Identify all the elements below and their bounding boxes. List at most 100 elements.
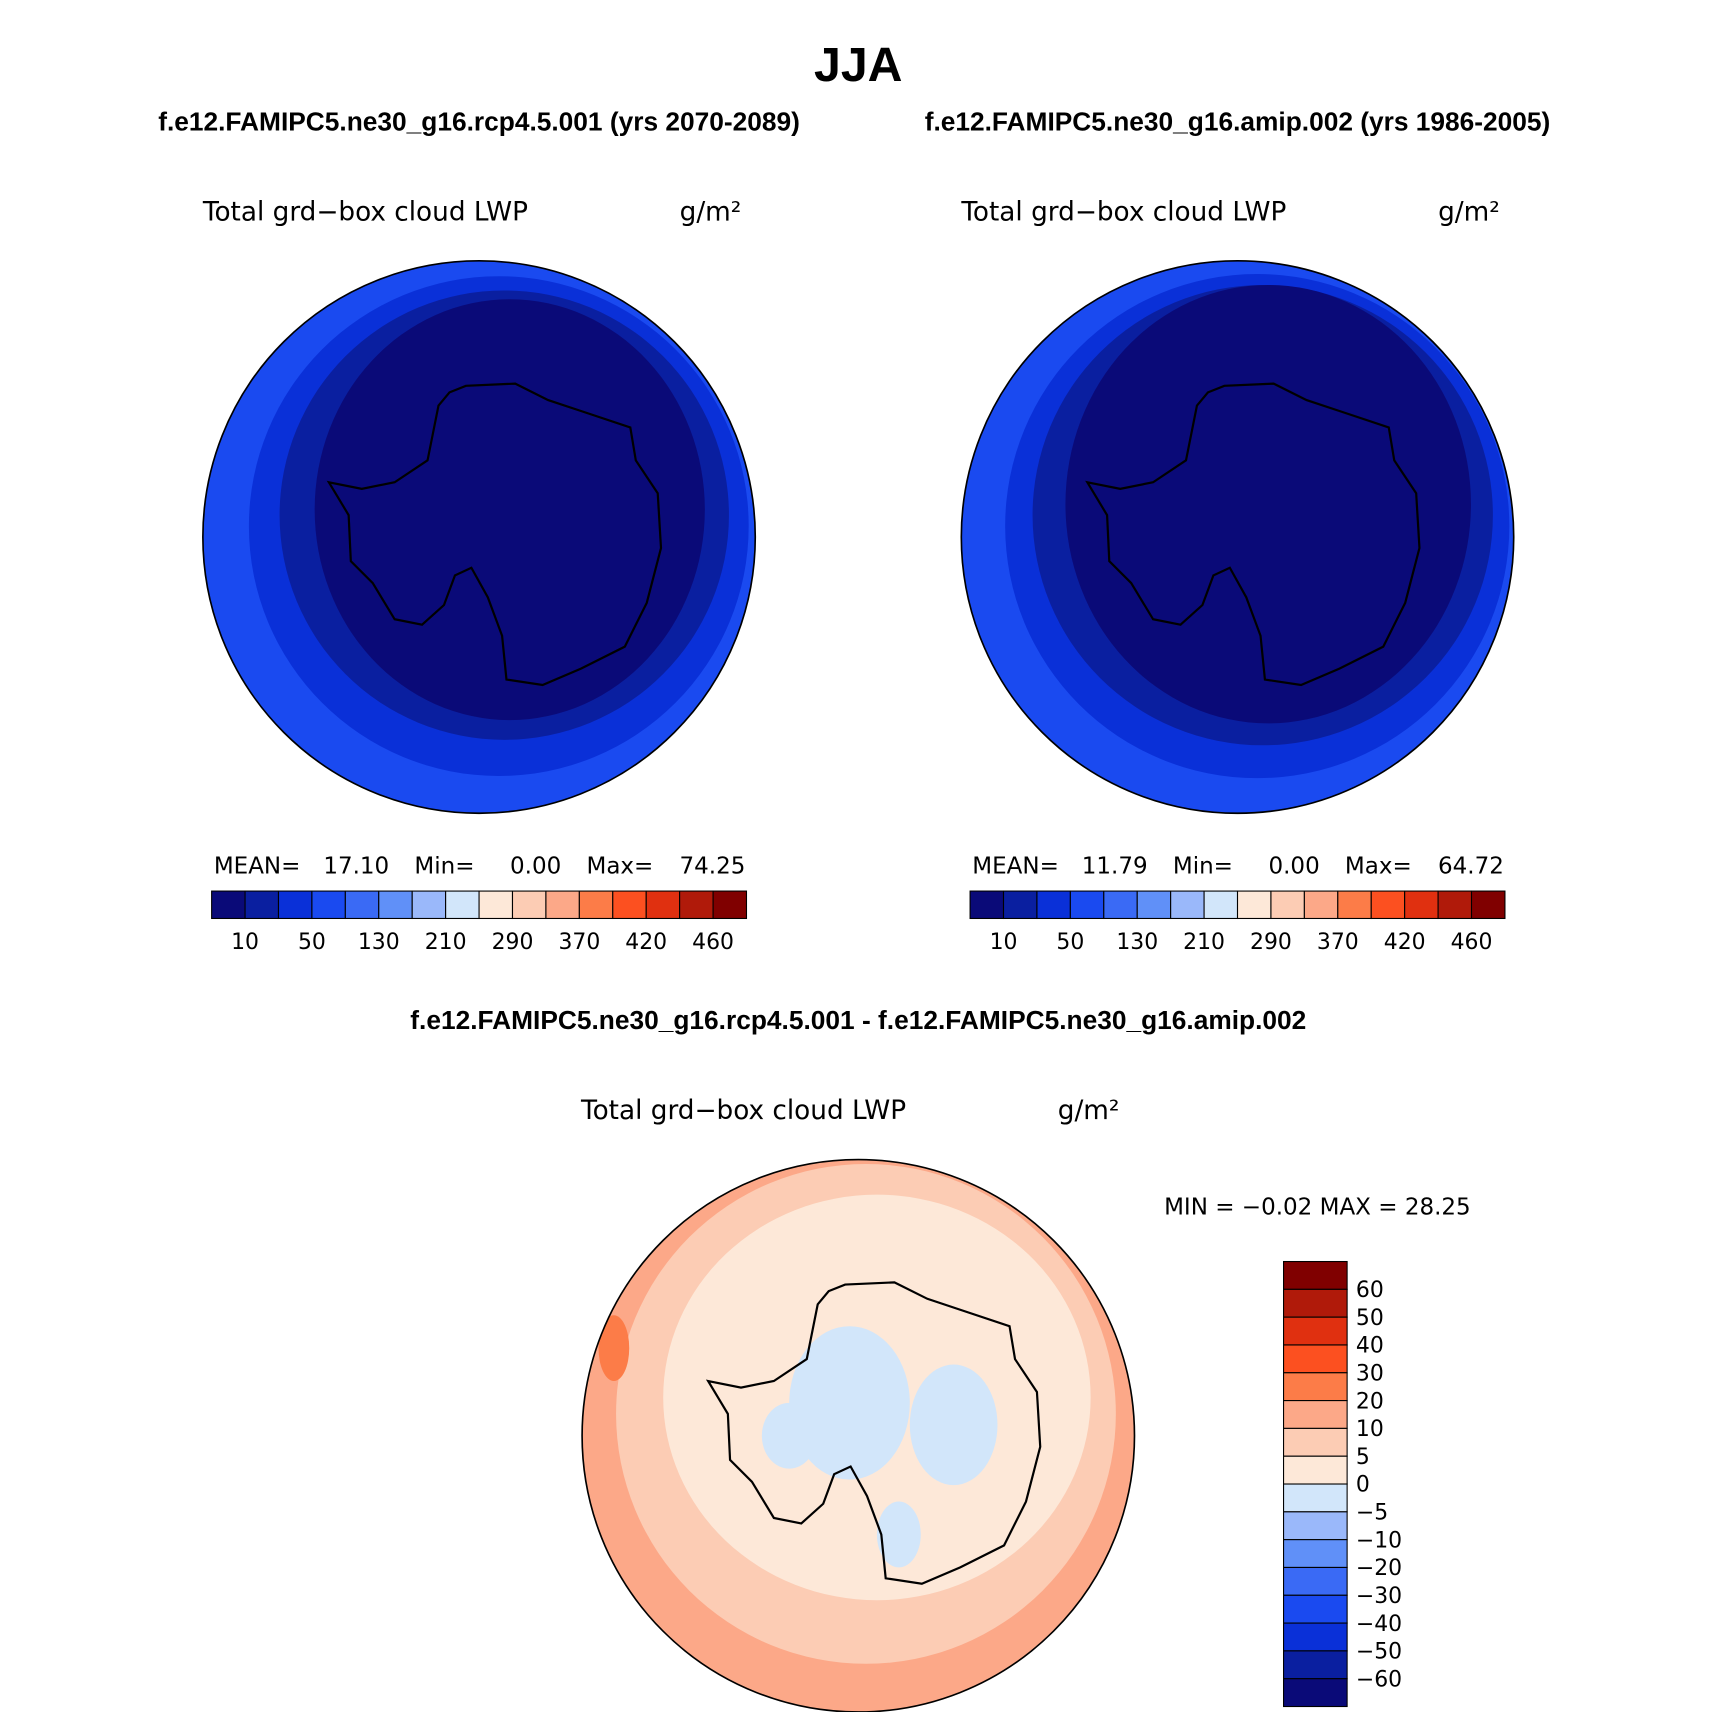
colorbar-box	[1283, 1260, 1348, 1290]
colorbar-box	[1283, 1678, 1348, 1708]
colorbar-box	[1170, 890, 1205, 920]
colorbar-box	[1283, 1400, 1348, 1429]
colorbar-label: 370	[558, 930, 600, 955]
colorbar-label: 0	[1356, 1473, 1370, 1498]
stat-value: 74.25	[680, 854, 746, 880]
colorbar-label: 130	[358, 930, 400, 955]
colorbar-box	[445, 890, 480, 920]
colorbar-box	[1337, 890, 1372, 920]
colorbar-box	[679, 890, 714, 920]
colorbar-box	[511, 890, 547, 920]
stat-label: Max=	[586, 854, 653, 880]
colorbar-label: 130	[1116, 930, 1158, 955]
difference-case: f.e12.FAMIPC5.ne30_g16.rcp4.5.001 - f.e1…	[410, 1005, 1306, 1035]
colorbar-box	[1103, 890, 1138, 920]
colorbar-box	[1283, 1511, 1348, 1541]
colorbar-label: 420	[625, 930, 667, 955]
colorbar-box	[478, 890, 514, 920]
colorbar-box	[1069, 890, 1105, 920]
colorbar-label: 50	[298, 930, 326, 955]
colorbar-label: −60	[1356, 1667, 1402, 1692]
colorbar-label: 60	[1356, 1278, 1384, 1303]
colorbar-label: 290	[492, 930, 534, 955]
colorbar-label: 50	[1356, 1306, 1384, 1331]
stat-label: Max=	[1345, 854, 1412, 880]
stat-value: 64.72	[1438, 854, 1504, 880]
colorbar-box	[712, 890, 748, 920]
colorbar-label: −5	[1356, 1501, 1388, 1526]
variable: Total grd−box cloud LWP	[960, 197, 1286, 227]
colorbar-label: 5	[1356, 1445, 1370, 1470]
stat-label: MEAN=	[972, 854, 1059, 880]
colorbar-label: 420	[1384, 930, 1426, 955]
colorbar-box	[645, 890, 681, 920]
colorbar-label: 210	[425, 930, 467, 955]
colorbar-box	[378, 890, 413, 920]
colorbar-label: −20	[1356, 1556, 1402, 1581]
colorbar-box	[1283, 1483, 1348, 1513]
colorbar-box	[1036, 890, 1071, 920]
colorbar-label: 370	[1317, 930, 1359, 955]
variable: Total grd−box cloud LWP	[202, 197, 528, 227]
variable: Total grd−box cloud LWP	[580, 1096, 906, 1126]
colorbar-label: 210	[1183, 930, 1225, 955]
map	[961, 260, 1514, 814]
colorbar-box	[1283, 1566, 1348, 1596]
colorbar-box	[311, 890, 346, 920]
colorbar-box	[1283, 1316, 1348, 1346]
colorbar-label: 460	[1451, 930, 1493, 955]
colorbar-box	[1203, 890, 1239, 920]
colorbar-box	[545, 890, 580, 920]
colorbar-box	[1002, 890, 1038, 920]
colorbar-label: 30	[1356, 1361, 1384, 1386]
stat-value: 17.10	[323, 854, 389, 880]
colorbar-box	[1283, 1650, 1348, 1680]
colorbar-box	[1370, 890, 1406, 920]
colorbar-label: 460	[692, 930, 734, 955]
colorbar-box	[1283, 1344, 1348, 1374]
map	[582, 1159, 1135, 1712]
colorbar-label: 10	[1356, 1417, 1384, 1442]
colorbar-box	[1283, 1372, 1348, 1402]
map	[202, 260, 756, 814]
colorbar-box	[1283, 1622, 1348, 1652]
colorbar-box	[969, 890, 1005, 920]
panel-case: f.e12.FAMIPC5.ne30_g16.amip.002 (yrs 198…	[925, 106, 1551, 136]
panel-case: f.e12.FAMIPC5.ne30_g16.rcp4.5.001 (yrs 2…	[158, 106, 800, 136]
stat-label: MEAN=	[214, 854, 301, 880]
colorbar-box	[344, 890, 380, 920]
min-max: MIN = −0.02 MAX = 28.25	[1164, 1194, 1471, 1220]
colorbar-label: −50	[1356, 1640, 1402, 1665]
units: g/m²	[1438, 197, 1500, 227]
colorbar-box	[1303, 890, 1339, 920]
colorbar-box	[612, 890, 647, 920]
stat-value: 0.00	[1268, 854, 1319, 880]
colorbar-box	[244, 890, 280, 920]
colorbar-box	[411, 890, 447, 920]
colorbar-box	[1470, 890, 1506, 920]
colorbar-box	[277, 890, 313, 920]
stat-value: 0.00	[510, 854, 561, 880]
colorbar-label: 50	[1056, 930, 1084, 955]
colorbar-box	[1283, 1427, 1348, 1457]
units: g/m²	[680, 197, 742, 227]
colorbar-box	[1437, 890, 1473, 920]
colorbar-box	[1283, 1288, 1348, 1318]
colorbar-box	[1283, 1594, 1348, 1624]
figure-title: JJA	[814, 38, 902, 92]
colorbar-label: 10	[990, 930, 1018, 955]
colorbar-label: 40	[1356, 1334, 1384, 1359]
stat-value: 11.79	[1082, 854, 1148, 880]
colorbar-label: −30	[1356, 1584, 1402, 1609]
colorbar-box	[1136, 890, 1172, 920]
colorbar-box	[1236, 890, 1272, 920]
colorbar-box	[1283, 1539, 1348, 1569]
stat-label: Min=	[1173, 854, 1233, 880]
colorbar-box	[1283, 1455, 1348, 1485]
colorbar-label: 290	[1250, 930, 1292, 955]
colorbar-label: −40	[1356, 1612, 1402, 1637]
colorbar-label: 10	[231, 930, 259, 955]
colorbar-box	[211, 890, 246, 920]
